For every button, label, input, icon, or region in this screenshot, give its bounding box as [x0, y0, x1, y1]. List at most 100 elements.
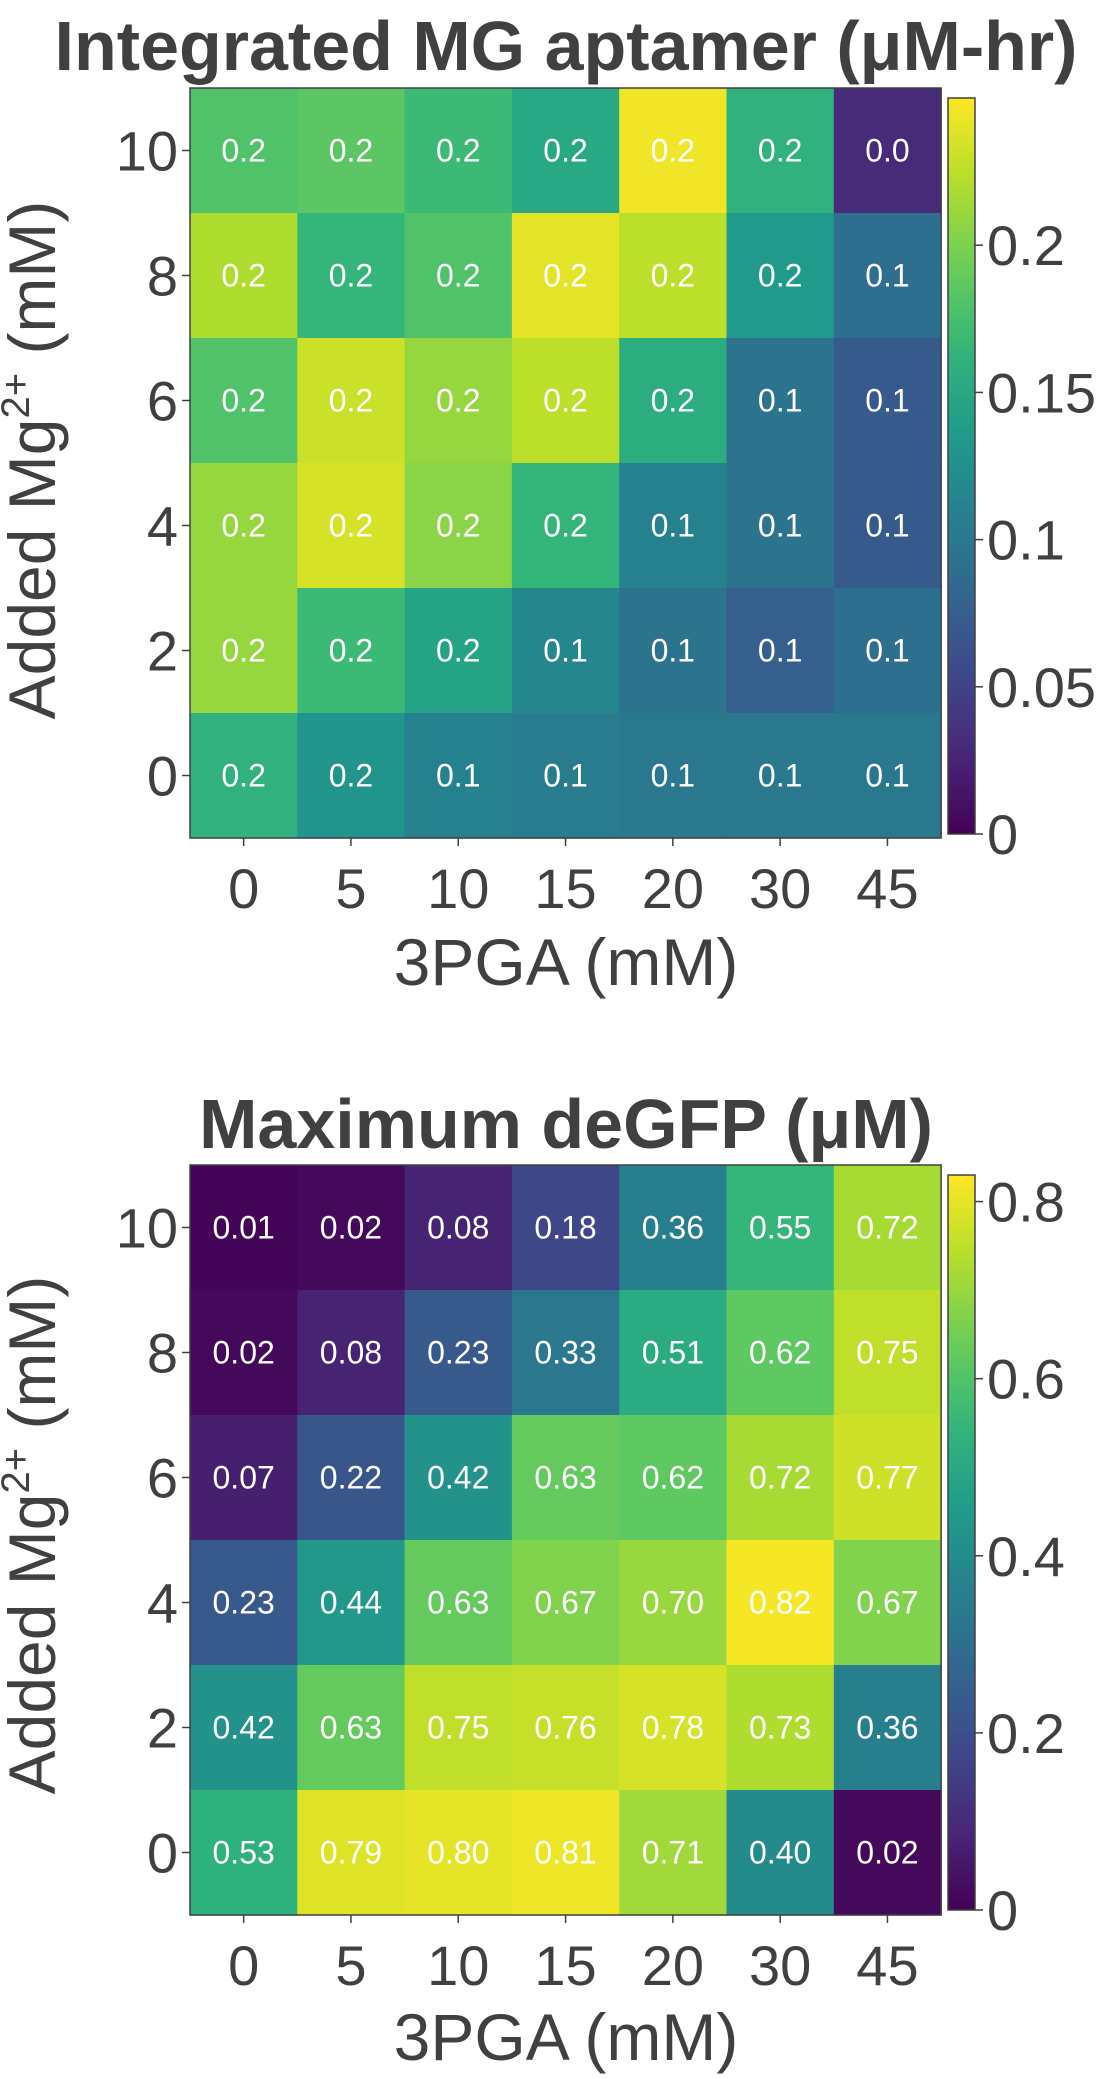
heatmap-cell: [726, 1290, 835, 1416]
colorbar-tick-label: 0.6: [987, 1348, 1065, 1411]
heatmap-cell: [297, 1790, 406, 1916]
cell-value-label: 0.2: [651, 383, 695, 419]
cell-value-label: 0.62: [749, 1335, 811, 1371]
heatmap-cell: [619, 88, 728, 214]
cell-value-label: 0.23: [213, 1585, 275, 1621]
heatmap-cell: [726, 338, 835, 464]
heatmap-cell: [297, 1540, 406, 1666]
cell-value-label: 0.22: [320, 1460, 382, 1496]
cell-value-label: 0.2: [329, 133, 373, 169]
cell-value-label: 0.2: [758, 133, 802, 169]
heatmap-cell: [297, 1665, 406, 1791]
cell-value-label: 0.2: [651, 133, 695, 169]
cell-value-label: 0.2: [329, 508, 373, 544]
y-axis-title-main: Added Mg: [0, 419, 69, 720]
heatmap-cell: [190, 1665, 298, 1791]
colorbar: 0 0.2 0.4 0.6 0.8: [947, 1171, 1065, 1942]
heatmap-cell: [404, 1540, 513, 1666]
heatmap-cell: [404, 1290, 513, 1416]
colorbar-tick-label: 0: [987, 803, 1018, 866]
cell-value-label: 0.2: [543, 258, 587, 294]
heatmap-cell: [726, 1415, 835, 1541]
heatmap-cell: [726, 463, 835, 589]
x-axis-title: 3PGA (mM): [394, 2000, 739, 2074]
heatmap-cell: [619, 213, 728, 339]
heatmap-cell: [726, 1665, 835, 1791]
colorbar-gradient: [947, 97, 976, 835]
cell-value-label: 0.2: [221, 508, 265, 544]
heatmap-cell: [404, 338, 513, 464]
heatmap-cell: [297, 1165, 406, 1291]
heatmap-cell: [726, 1540, 835, 1666]
cell-value-label: 0.2: [436, 383, 480, 419]
y-tick-label: 4: [147, 495, 178, 558]
heatmap-cell: [619, 1665, 728, 1791]
heatmap-cell: [619, 1290, 728, 1416]
heatmap-cell: [404, 1665, 513, 1791]
heatmap-cell: [511, 1415, 620, 1541]
cell-value-label: 0.1: [543, 633, 587, 669]
heatmap-panel-degfp: Maximum deGFP (μM) 0.01 0.02 0.08 0.18 0.36 0…: [0, 1085, 1065, 2074]
heatmap-cell: [726, 1165, 835, 1291]
y-tick-label: 10: [116, 120, 178, 183]
y-axis-title-main: Added Mg: [0, 1494, 69, 1795]
heatmap-cell: [511, 713, 620, 839]
y-axis-title: Added Mg2+ (mM): [0, 201, 69, 720]
chart-title: Maximum deGFP (μM): [199, 1085, 933, 1163]
heatmap-cell: [297, 88, 406, 214]
cell-value-label: 0.2: [543, 133, 587, 169]
cell-value-label: 0.62: [642, 1460, 704, 1496]
cell-value-label: 0.1: [543, 758, 587, 794]
x-tick-label: 5: [335, 1934, 366, 1997]
heatmap-cell: [511, 1290, 620, 1416]
y-tick-label: 0: [147, 745, 178, 808]
cell-value-label: 0.2: [651, 258, 695, 294]
heatmap-cell: [833, 338, 942, 464]
heatmap-cell: [833, 1540, 942, 1666]
cell-value-label: 0.77: [856, 1460, 918, 1496]
heatmap-cell: [726, 713, 835, 839]
heatmap-cell: [190, 588, 298, 714]
heatmap-cell: [726, 213, 835, 339]
cell-value-label: 0.67: [534, 1585, 596, 1621]
x-tick-label: 45: [856, 857, 918, 920]
heatmap-cell: [404, 1790, 513, 1916]
heatmap-cell: [511, 588, 620, 714]
heatmap-cell: [833, 463, 942, 589]
heatmap-cell: [190, 213, 298, 339]
x-tick-label: 30: [749, 1934, 811, 1997]
heatmap-cell: [833, 1790, 942, 1916]
cell-value-label: 0.70: [642, 1585, 704, 1621]
cell-value-label: 0.1: [865, 383, 909, 419]
heatmap-cell: [726, 88, 835, 214]
cell-value-label: 0.2: [436, 633, 480, 669]
colorbar-tick-label: 0.2: [987, 1702, 1065, 1765]
x-tick-label: 20: [642, 1934, 704, 1997]
heatmap-cell: [297, 588, 406, 714]
cell-value-label: 0.42: [427, 1460, 489, 1496]
heatmap-cell: [511, 338, 620, 464]
heatmap-cell: [511, 88, 620, 214]
heatmap-cell: [619, 588, 728, 714]
cell-value-label: 0.0: [865, 133, 909, 169]
heatmap-cell: [297, 713, 406, 839]
x-tick-label: 45: [856, 1934, 918, 1997]
cell-value-label: 0.2: [221, 258, 265, 294]
y-tick-label: 6: [147, 1447, 178, 1510]
colorbar-tick-label: 0.1: [987, 509, 1065, 572]
heatmap-cell: [297, 1290, 406, 1416]
cell-value-label: 0.81: [534, 1835, 596, 1871]
y-axis-title-superscript: 2+: [0, 1448, 38, 1494]
cell-value-label: 0.1: [758, 508, 802, 544]
cell-value-label: 0.1: [436, 758, 480, 794]
y-tick-label: 2: [147, 1697, 178, 1760]
cell-value-label: 0.02: [320, 1210, 382, 1246]
cell-value-label: 0.2: [758, 258, 802, 294]
heatmap-cell: [190, 1540, 298, 1666]
heatmap-cell: [833, 1290, 942, 1416]
y-tick-label: 8: [147, 1322, 178, 1385]
heatmap-cells: [190, 88, 942, 839]
x-tick-label: 0: [228, 857, 259, 920]
